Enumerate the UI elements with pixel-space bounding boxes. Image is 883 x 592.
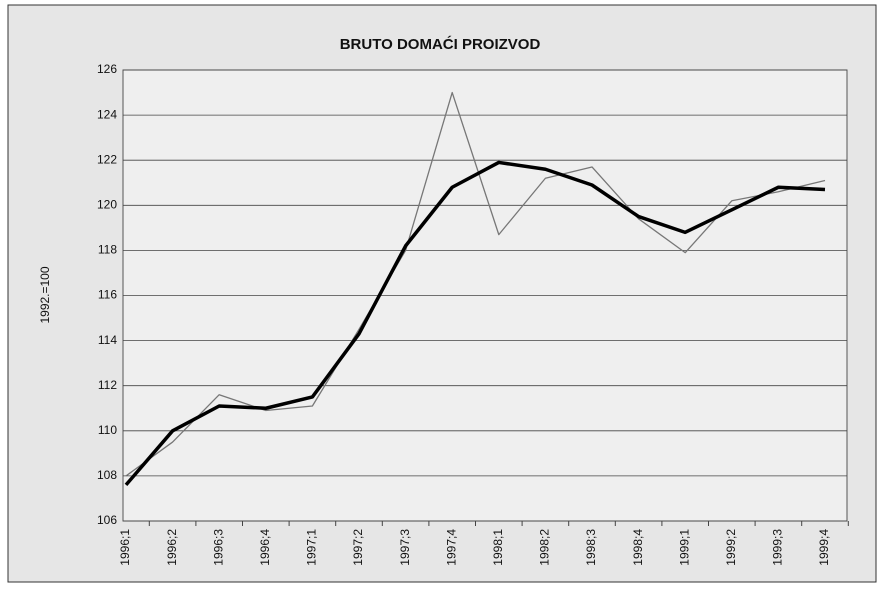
y-tick-label: 124 bbox=[97, 107, 117, 121]
x-tick-label: 1996;1 bbox=[118, 529, 132, 566]
y-tick-label: 122 bbox=[97, 152, 117, 166]
y-tick-label: 108 bbox=[97, 468, 117, 482]
x-tick-label: 1997;1 bbox=[305, 529, 319, 566]
y-tick-label: 114 bbox=[98, 333, 117, 347]
y-tick-label: 118 bbox=[98, 243, 117, 257]
x-tick-label: 1996;3 bbox=[211, 529, 225, 566]
x-tick-label: 1997;2 bbox=[351, 529, 365, 566]
chart-title: BRUTO DOMAĆI PROIZVOD bbox=[340, 35, 541, 53]
x-tick-label: 1998;3 bbox=[584, 529, 598, 566]
x-tick-label: 1996;4 bbox=[258, 529, 272, 566]
series-line bbox=[125, 91, 826, 477]
y-tick-label: 120 bbox=[97, 197, 117, 211]
series-line bbox=[124, 160, 826, 487]
x-tick-label: 1999;1 bbox=[677, 529, 691, 566]
y-tick-label: 112 bbox=[98, 378, 117, 392]
y-tick-label: 116 bbox=[98, 288, 117, 302]
x-tick-label: 1999;3 bbox=[771, 529, 785, 566]
x-tick-label: 1997;4 bbox=[444, 529, 458, 566]
x-tick-label: 1996;2 bbox=[165, 529, 179, 566]
y-tick-label: 110 bbox=[98, 423, 117, 437]
y-tick-label: 106 bbox=[97, 513, 117, 527]
x-tick-label: 1999;2 bbox=[724, 529, 738, 566]
y-tick-label: 126 bbox=[97, 62, 117, 76]
x-tick-label: 1998;1 bbox=[491, 529, 505, 566]
x-tick-label: 1998;4 bbox=[631, 529, 645, 566]
x-tick-label: 1998;2 bbox=[538, 529, 552, 566]
y-axis-label: 1992.=100 bbox=[38, 266, 52, 323]
x-tick-label: 1997;3 bbox=[398, 529, 412, 566]
x-tick-label: 1999;4 bbox=[817, 529, 831, 566]
